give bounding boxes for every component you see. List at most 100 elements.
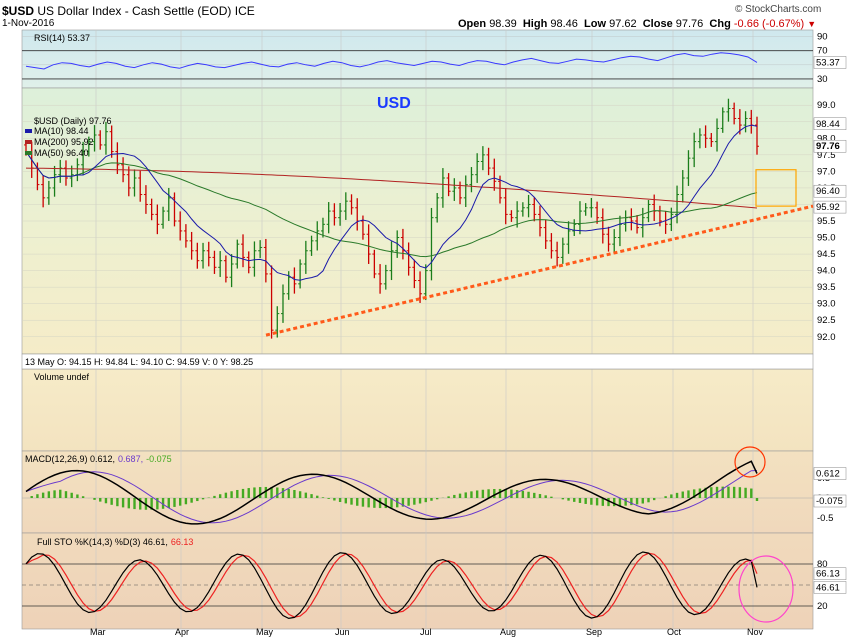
price-tick-label: 97.5 — [817, 150, 836, 161]
rsi-layer — [25, 52, 758, 70]
info-bar — [21, 353, 814, 370]
price-tick-label: 98.0 — [817, 133, 836, 144]
high-label: High — [522, 18, 548, 30]
ma10-line — [25, 124, 758, 281]
sto-tick-label: 80 — [817, 559, 828, 570]
price-legend: $USD (Daily) 97.76 — [34, 116, 112, 126]
price-tick-label: 97.0 — [817, 166, 836, 177]
chg-down-icon: ▼ — [807, 19, 817, 29]
ma200-line — [25, 167, 758, 209]
volume-legend: Volume undef — [34, 372, 90, 382]
price-value-tag — [813, 184, 847, 198]
price-tick-label: 92.5 — [817, 315, 836, 326]
rsi-line — [25, 52, 758, 70]
rsi-tick-label: 70 — [817, 46, 828, 57]
axis-layer: MarMarAprAprMayMayJunJunJulJulAugAugSepS… — [90, 32, 847, 637]
chart-date: 1-Nov-2016 — [2, 18, 55, 29]
sto-layer — [25, 551, 794, 623]
x-tick-label-bottom: Jul — [420, 627, 432, 637]
sto-panel — [21, 532, 814, 630]
open-label: Open — [458, 18, 487, 30]
macd-panel — [21, 450, 814, 534]
rsi-value-tag — [813, 56, 847, 69]
x-tick-label-bottom: Sep — [586, 627, 602, 637]
price-value-tag-label: 98.44 — [816, 119, 840, 130]
ma10-swatch — [25, 129, 32, 133]
macd-value-tag-label: -0.075 — [816, 496, 843, 507]
price-tick-label: 93.0 — [817, 299, 836, 310]
macd-tick-label: -0.5 — [817, 513, 833, 524]
rsi-panel — [21, 29, 814, 89]
price-value-tag-label: 96.40 — [816, 186, 840, 197]
price-tick-label: 99.0 — [817, 100, 836, 111]
ma50-swatch — [25, 151, 32, 155]
x-tick-label-bottom: Oct — [667, 627, 682, 637]
macd-layer — [25, 446, 766, 525]
ohlc-bar: Open 98.39 High 98.46 Low 97.62 Close 97… — [458, 18, 816, 30]
sto-legend-k: Full STO %K(14,3) %D(3) 46.61, — [37, 537, 168, 547]
sto-legend-d: 66.13 — [171, 537, 194, 547]
macd-legend-hist: -0.075 — [146, 454, 172, 464]
price-tick-label: 93.5 — [817, 282, 836, 293]
macd-value-tag-label: 0.612 — [816, 469, 840, 480]
sto-d-line — [25, 552, 758, 618]
sto-k-line — [25, 551, 758, 620]
high-value: 98.46 — [550, 18, 578, 30]
macd-signal-line — [25, 470, 758, 524]
chart-title: $USD US Dollar Index - Cash Settle (EOD)… — [2, 4, 255, 18]
rsi-legend: RSI(14) 53.37 — [34, 33, 90, 43]
low-label: Low — [584, 18, 607, 30]
ma50-legend: MA(50) 96.40 — [34, 148, 89, 158]
rsi-tick-label: 30 — [817, 74, 828, 85]
macd-legend: MACD(12,26,9) 0.612, 0.687, -0.075 — [25, 454, 172, 464]
price-value-tag-label: 97.76 — [816, 141, 840, 152]
price-tick-label: 92.0 — [817, 332, 836, 343]
usd-annotation: USD — [377, 95, 411, 112]
ma200-legend: MA(200) 95.92 — [34, 137, 94, 147]
x-tick-label-bottom: May — [256, 627, 274, 637]
x-tick-label-bottom: Nov — [747, 627, 764, 637]
rsi-tick-label: 90 — [817, 32, 828, 43]
price-value-tag — [813, 200, 847, 214]
price-tick-label: 94.5 — [817, 249, 836, 260]
macd-value-tag — [813, 467, 847, 480]
volume-panel — [21, 368, 814, 452]
x-tick-label-bottom: Mar — [90, 627, 106, 637]
sto-value-tag-label: 46.61 — [816, 582, 840, 593]
index-name: US Dollar Index - Cash Settle (EOD) — [37, 4, 232, 18]
macd-line — [25, 460, 758, 525]
support-trendline — [265, 204, 814, 337]
sto-value-tag — [813, 581, 847, 594]
rsi-value-tag-label: 53.37 — [816, 57, 840, 68]
sto-value-tag-label: 66.13 — [816, 569, 840, 580]
price-value-tag-label: 95.92 — [816, 202, 840, 213]
sto-highlight-circle — [738, 555, 794, 623]
macd-legend-signal: 0.687, — [118, 454, 143, 464]
target-box — [755, 169, 797, 207]
symbol: $USD — [2, 4, 35, 18]
chg-label: Chg — [709, 18, 731, 30]
x-tick-label-bottom: Aug — [500, 627, 516, 637]
close-label: Close — [642, 18, 673, 30]
chg-value: -0.66 (-0.67%) — [733, 18, 805, 30]
price-value-tag — [813, 139, 847, 153]
open-value: 98.39 — [489, 18, 517, 30]
price-layer — [24, 98, 814, 339]
macd-legend-macd: MACD(12,26,9) 0.612, — [25, 454, 115, 464]
low-value: 97.62 — [609, 18, 637, 30]
ma200-swatch — [25, 140, 32, 144]
brand: © StockCharts.com — [735, 4, 822, 15]
x-tick-label-bottom: Jun — [335, 627, 350, 637]
ma10-legend: MA(10) 98.44 — [34, 126, 89, 136]
price-value-tag — [813, 117, 847, 131]
price-tick-label: 95.5 — [817, 216, 836, 227]
info-bar-text: 13 May O: 94.15 H: 94.84 L: 94.10 C: 94.… — [25, 357, 253, 367]
exchange: ICE — [234, 4, 255, 18]
sto-tick-label: 20 — [817, 601, 828, 612]
sto-value-tag — [813, 567, 847, 580]
macd-highlight-circle — [734, 446, 766, 478]
price-tick-label: 95.0 — [817, 233, 836, 244]
macd-value-tag — [813, 494, 847, 508]
x-tick-label-bottom: Apr — [175, 627, 189, 637]
